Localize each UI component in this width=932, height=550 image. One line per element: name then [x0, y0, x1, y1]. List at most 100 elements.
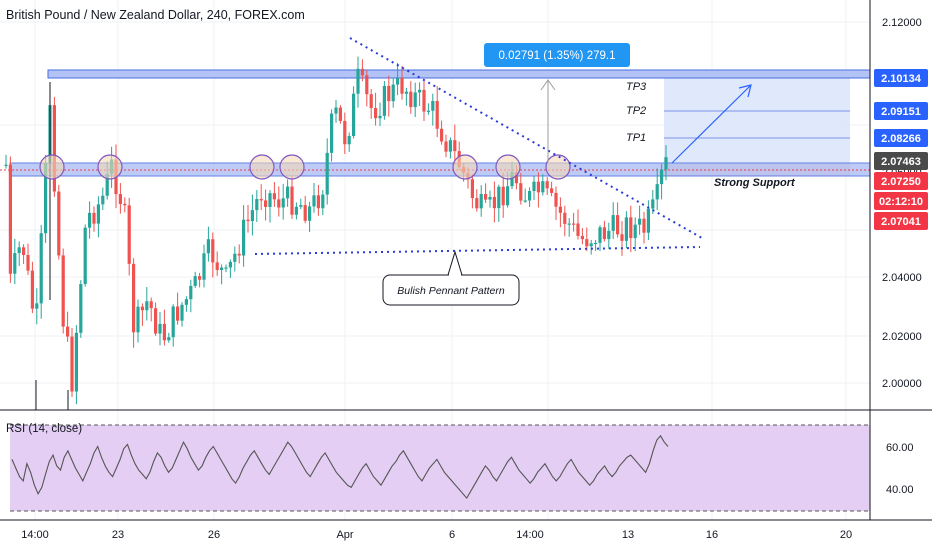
candle-body [22, 247, 26, 256]
time-label: Apr [336, 529, 353, 541]
tp1-label: TP1 [626, 132, 646, 144]
candle-body [497, 186, 501, 209]
candle-body [422, 89, 426, 112]
candle-body [554, 192, 558, 207]
price-tag [874, 192, 928, 210]
candle-body [57, 191, 61, 256]
candle-body [369, 94, 373, 109]
candle-body [321, 194, 325, 209]
candle-body [594, 242, 598, 245]
projection-line [671, 85, 751, 164]
candle-body [211, 239, 215, 263]
touch-circle [495, 154, 521, 180]
price-tag-label: 2.08266 [881, 133, 921, 145]
candle-body [444, 141, 448, 152]
time-axis[interactable]: 14:00 23 26 Apr 6 14:00 13 16 20 [21, 529, 852, 541]
candle-body [611, 215, 615, 231]
resistance-zone [47, 69, 871, 79]
candle-body [17, 247, 21, 254]
candle-body [418, 89, 422, 93]
price-tag-label: 02:12:10 [879, 196, 923, 208]
price-tag-label: 2.07041 [881, 216, 921, 228]
price-label: 2.04000 [882, 272, 922, 284]
candle-body [607, 230, 611, 240]
touch-circle [545, 154, 571, 180]
price-label: 2.00000 [882, 378, 922, 390]
touch-circle [249, 154, 275, 180]
candle-body [620, 234, 624, 241]
candle-body [228, 261, 232, 268]
upper-trendline [349, 37, 703, 239]
candle-body [629, 217, 633, 239]
candle-body [316, 195, 320, 209]
target-area [664, 78, 850, 164]
candle-body [576, 223, 580, 236]
price-tag [874, 212, 928, 230]
candle-body [198, 276, 202, 280]
candle-body [378, 115, 382, 119]
rsi-axis[interactable]: 60.00 40.00 [886, 442, 914, 496]
time-label: 16 [706, 529, 718, 541]
candle-body [404, 91, 408, 94]
candle-body [580, 235, 584, 240]
candle-body [39, 233, 43, 304]
candle-body [475, 198, 479, 209]
price-tag [874, 129, 928, 147]
touch-circle [452, 154, 478, 180]
candle-body [602, 227, 606, 240]
candle-body [277, 199, 281, 208]
candle-body [633, 224, 637, 239]
candle-body [638, 218, 642, 225]
projection-arrowhead [738, 84, 752, 98]
candle-body [382, 85, 386, 116]
candle-body [528, 191, 532, 201]
candle-body [79, 284, 83, 333]
candle-body [70, 336, 74, 392]
time-label: 23 [112, 529, 124, 541]
candle-body [325, 152, 329, 195]
price-tag [874, 69, 928, 87]
time-label: 13 [622, 529, 634, 541]
candlestick-series [4, 56, 668, 410]
candle-body [215, 262, 219, 271]
candle-body [105, 173, 109, 196]
candle-body [545, 181, 549, 189]
candle-body [624, 217, 628, 241]
candle-body [206, 239, 210, 254]
candle-body [523, 200, 527, 202]
candle-body [510, 172, 514, 187]
candle-body [514, 172, 518, 184]
candle-body [171, 306, 175, 338]
candle-body [233, 253, 237, 262]
candle-body [264, 200, 268, 207]
price-label: 2.02000 [882, 331, 922, 343]
price-tag-label: 2.09151 [881, 106, 921, 118]
candle-body [585, 239, 589, 247]
candle-body [224, 267, 228, 269]
candle-body [123, 203, 127, 206]
candle-body [189, 285, 193, 300]
candle-body [154, 308, 158, 334]
candle-body [598, 227, 602, 243]
rsi-band [10, 425, 870, 511]
price-tag-label: 2.07250 [881, 176, 921, 188]
candle-body [400, 77, 404, 94]
candle-body [506, 186, 510, 206]
strong-support-label: Strong Support [714, 177, 796, 189]
candle-body [286, 186, 290, 199]
candle-body [290, 186, 294, 215]
candle-body [167, 337, 171, 341]
time-label: 26 [208, 529, 220, 541]
candle-body [4, 164, 8, 166]
candle-body [391, 84, 395, 102]
measure-arrowhead [540, 79, 556, 91]
candle-body [567, 223, 571, 225]
candle-body [642, 218, 646, 233]
price-label: 2.12000 [882, 17, 922, 29]
candle-body [118, 194, 122, 204]
candle-body [440, 128, 444, 142]
candle-body [558, 206, 562, 213]
tp3-label: TP3 [626, 81, 647, 93]
candle-body [158, 323, 162, 334]
